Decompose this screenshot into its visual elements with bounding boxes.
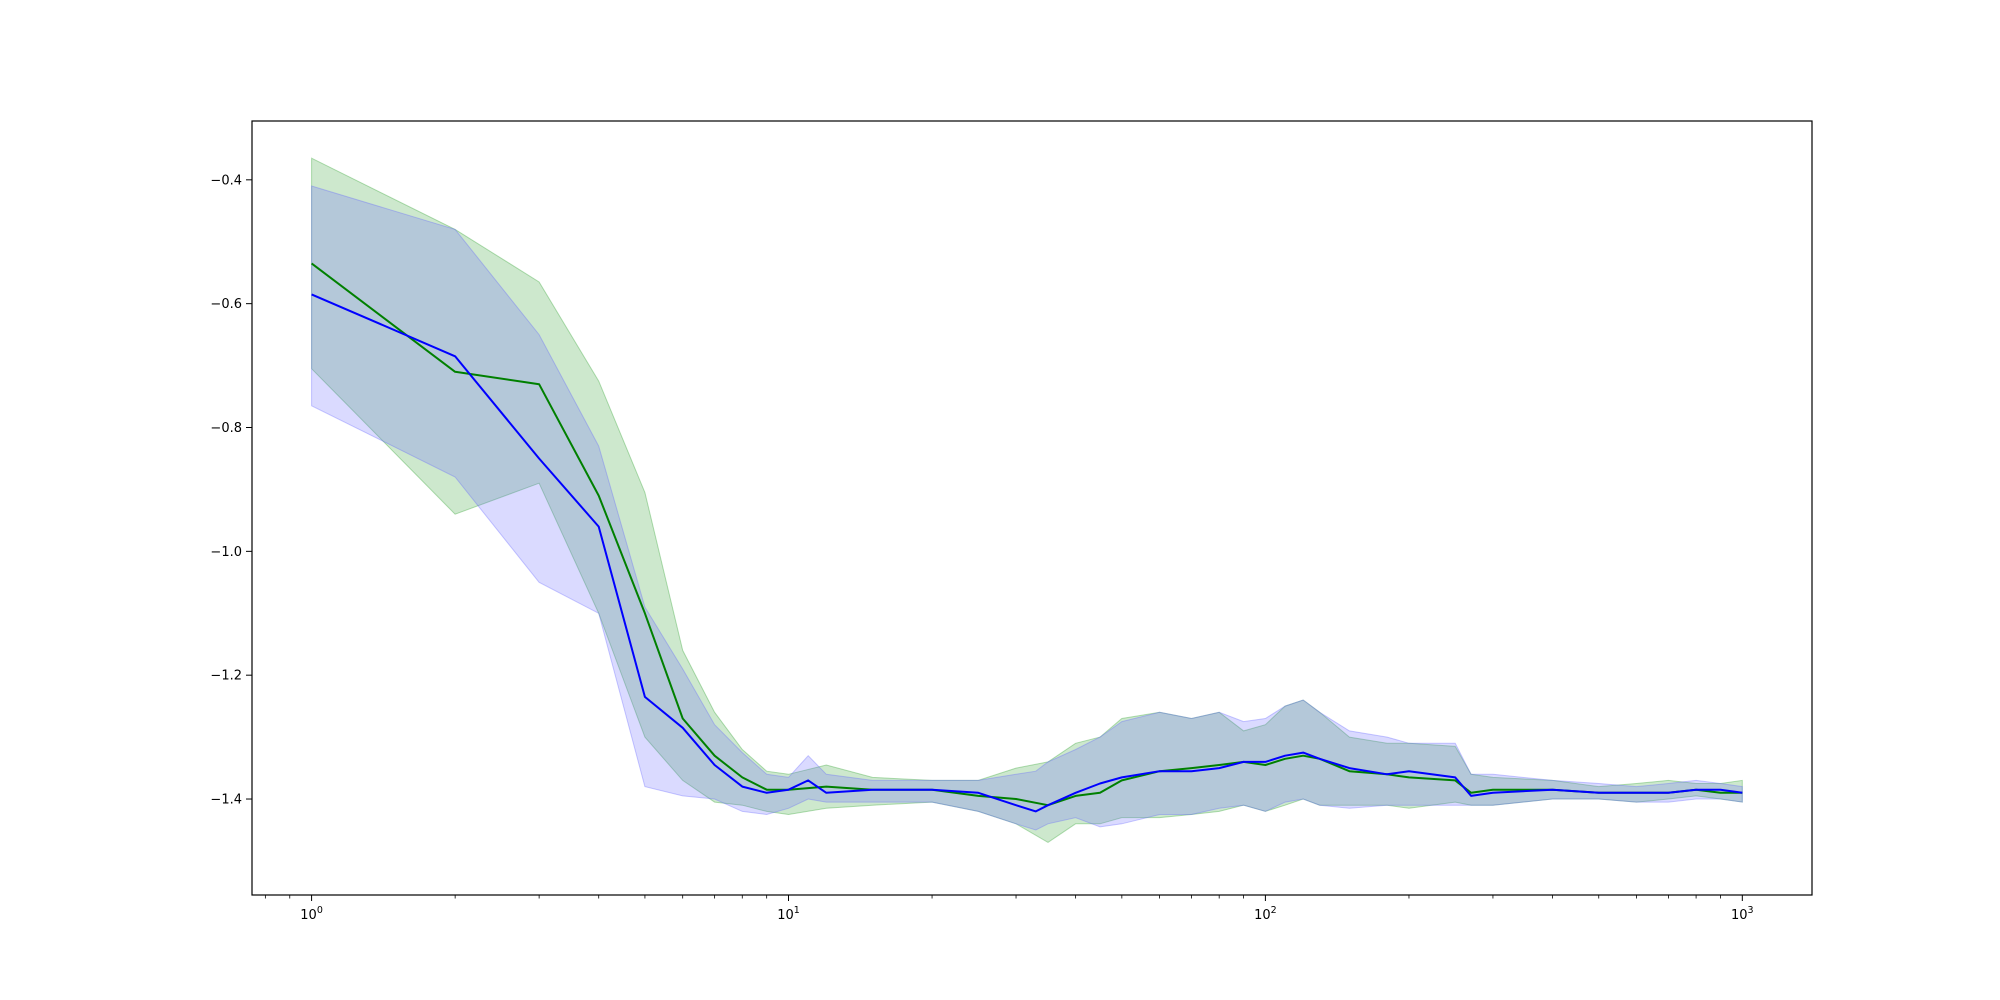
- y-tick-label: −1.4: [210, 793, 242, 808]
- series-2-band: [311, 185, 1743, 831]
- plot-frame: [251, 120, 1813, 896]
- y-axis: −0.4 −0.6 −0.8 −1.0 −1.2 −1.4: [210, 173, 252, 808]
- series-lines: [310, 262, 1743, 813]
- y-tick-label: −1.0: [210, 545, 242, 560]
- y-tick-label: −0.6: [210, 297, 242, 312]
- y-tick-label: −0.8: [210, 421, 242, 436]
- y-tick-label: −0.4: [210, 173, 242, 188]
- series-1-band: [311, 157, 1743, 843]
- y-tick-label: −1.2: [210, 669, 242, 684]
- confidence-bands: [311, 157, 1743, 843]
- series-1-line: [310, 262, 1743, 807]
- series-2-line: [311, 293, 1743, 813]
